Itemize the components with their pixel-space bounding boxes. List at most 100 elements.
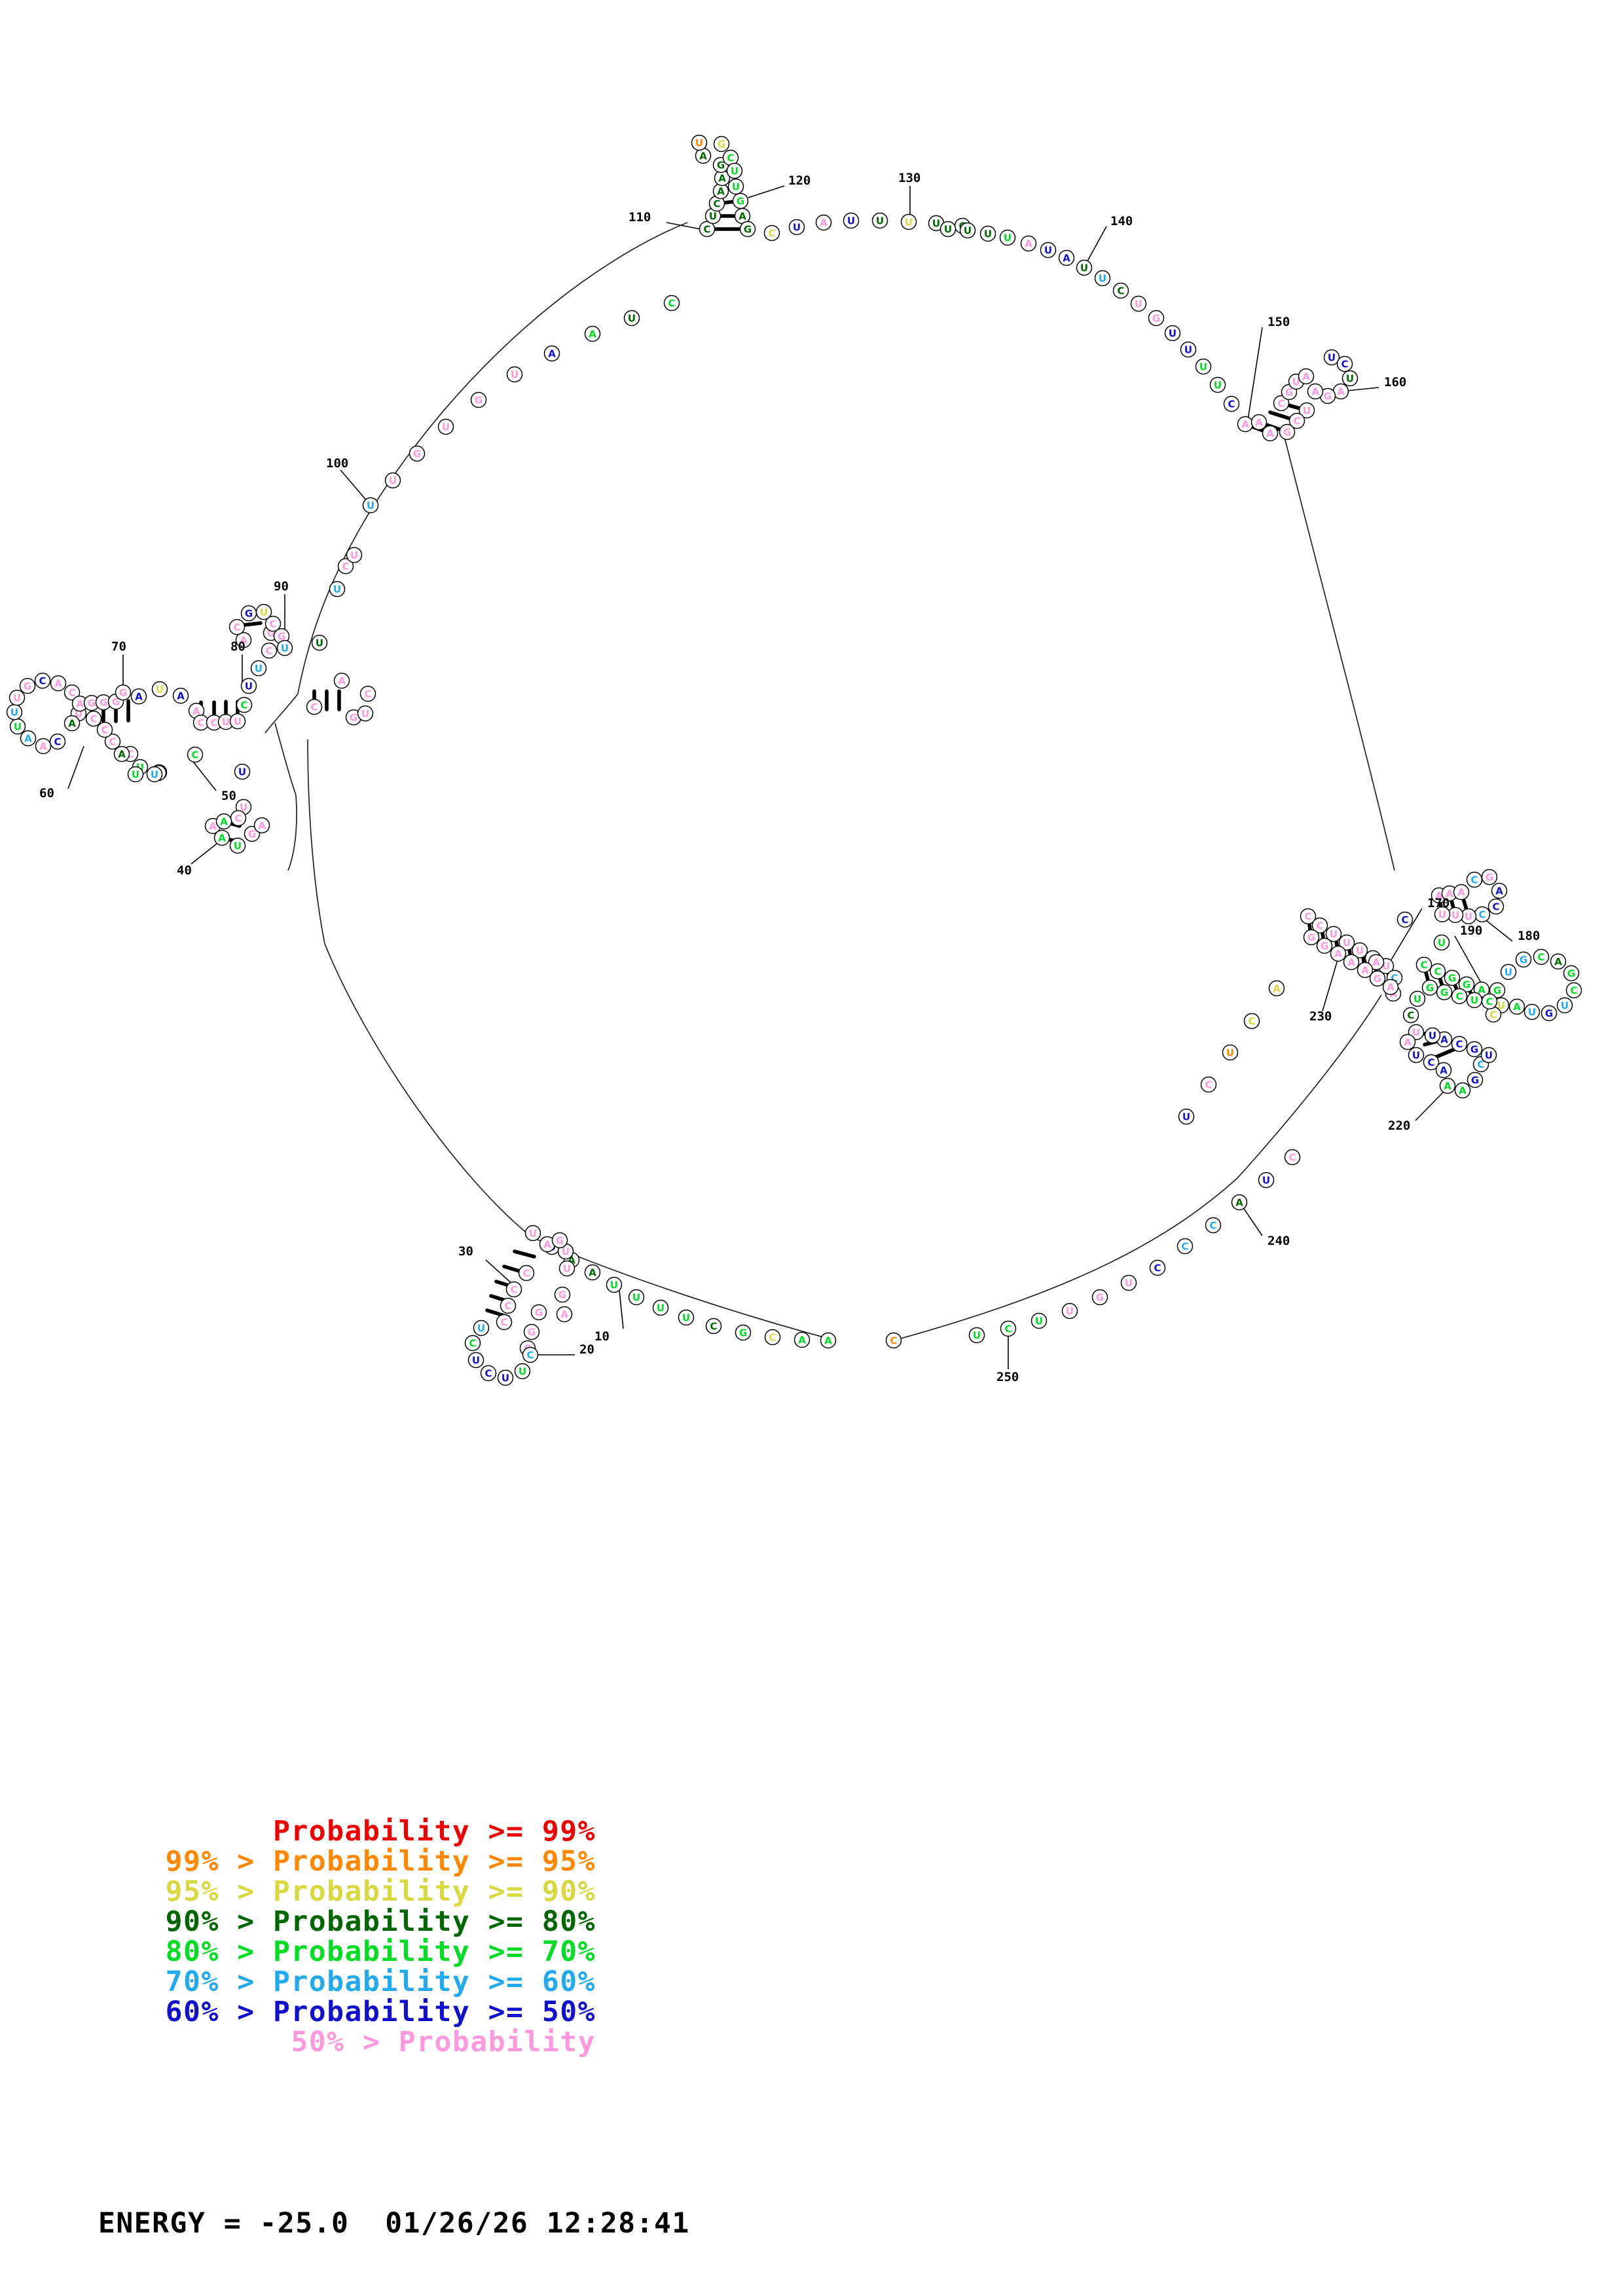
- nucleotide-137: A: [1020, 235, 1037, 252]
- svg-text:U: U: [1292, 376, 1300, 388]
- svg-text:G: G: [1324, 391, 1332, 403]
- svg-text:A: A: [39, 741, 47, 753]
- nucleotide-231: A: [1343, 954, 1360, 971]
- nucleotide-133: U: [939, 221, 957, 238]
- svg-text:C: C: [364, 689, 371, 700]
- nucleotide-1: A: [820, 1332, 837, 1349]
- svg-text:A: A: [1255, 417, 1263, 429]
- nucleotide-159: U: [1341, 370, 1359, 387]
- nucleotide-81: U: [250, 660, 267, 677]
- nucleotide-96: C: [359, 685, 376, 702]
- svg-text:C: C: [1537, 952, 1544, 963]
- svg-text:U: U: [1528, 1007, 1536, 1018]
- nucleotide-237: U: [1222, 1044, 1239, 1061]
- nucleotide-158: C: [1336, 355, 1353, 372]
- svg-text:C: C: [500, 1317, 507, 1329]
- svg-text:U: U: [13, 692, 21, 704]
- svg-text:C: C: [210, 717, 217, 729]
- nucleotide-26: U: [473, 1319, 490, 1336]
- svg-text:G: G: [1486, 872, 1493, 884]
- svg-text:G: G: [1096, 1292, 1104, 1304]
- svg-text:G: G: [1440, 987, 1448, 999]
- nucleotide-39: U: [229, 837, 246, 854]
- nucleotide-10: A: [584, 1264, 601, 1281]
- svg-text:U: U: [1262, 1175, 1270, 1187]
- legend-row: 80% > Probability >= 70%: [165, 1935, 596, 1968]
- nucleotide-119: C: [722, 149, 739, 166]
- nucleotide-160: A: [1332, 383, 1349, 400]
- svg-text:G: G: [1321, 941, 1328, 952]
- nucleotide-40: G: [244, 825, 261, 842]
- svg-text:U: U: [519, 1366, 526, 1378]
- svg-text:U: U: [245, 681, 253, 692]
- nucleotide-151: A: [1250, 414, 1267, 431]
- svg-text:U: U: [1135, 298, 1142, 310]
- svg-text:U: U: [1485, 1050, 1493, 1062]
- svg-text:C: C: [39, 675, 46, 687]
- nucleotide-118: G: [713, 135, 730, 152]
- svg-text:G: G: [350, 712, 357, 724]
- position-label-170: 170: [1427, 896, 1450, 910]
- nucleotide-201: G: [1541, 1005, 1558, 1022]
- svg-text:C: C: [1277, 398, 1285, 410]
- svg-text:U: U: [361, 708, 369, 720]
- svg-text:U: U: [944, 224, 952, 236]
- nucleotide-136: U: [999, 229, 1016, 246]
- nucleotide-74: A: [188, 702, 205, 719]
- svg-text:G: G: [475, 395, 483, 406]
- svg-text:A: A: [718, 173, 726, 185]
- nucleotide-78: U: [229, 713, 246, 730]
- nucleotide-199: C: [1565, 982, 1582, 999]
- nucleotide-18: G: [523, 1323, 540, 1340]
- svg-text:C: C: [1209, 1220, 1216, 1232]
- svg-text:G: G: [1493, 985, 1501, 997]
- svg-text:U: U: [964, 225, 972, 237]
- nucleotide-214: A: [1399, 1033, 1416, 1050]
- svg-text:A: A: [1025, 238, 1032, 250]
- nucleotide-49: U: [127, 766, 144, 783]
- nucleotide-166: C: [1300, 908, 1317, 925]
- svg-text:C: C: [768, 228, 775, 240]
- nucleotide-88: C: [264, 615, 282, 632]
- nucleotide-184: U: [1460, 908, 1477, 925]
- nucleotide-234: A: [1382, 978, 1399, 996]
- svg-text:C: C: [710, 1321, 717, 1333]
- nucleotide-73: A: [172, 687, 189, 704]
- nucleotide-152: A: [1262, 425, 1279, 442]
- legend-row: 50% > Probability: [291, 2026, 596, 2058]
- svg-text:C: C: [1181, 1241, 1188, 1253]
- nucleotide-72: U: [151, 681, 168, 698]
- nucleotide-101: U: [384, 472, 401, 489]
- svg-text:C: C: [269, 619, 276, 630]
- nucleotide-210: G: [1421, 979, 1438, 996]
- svg-text:C: C: [1205, 1079, 1212, 1091]
- nucleotide-156: A: [1298, 368, 1315, 385]
- svg-text:U: U: [562, 1246, 570, 1258]
- svg-text:G: G: [737, 196, 744, 207]
- svg-text:U: U: [501, 1372, 509, 1384]
- nucleotide-100: U: [362, 497, 379, 514]
- svg-text:U: U: [732, 181, 740, 193]
- svg-text:U: U: [1438, 937, 1446, 949]
- svg-text:C: C: [1455, 1039, 1463, 1050]
- nucleotide-28: C: [500, 1297, 517, 1314]
- svg-text:G: G: [245, 608, 253, 620]
- svg-text:A: A: [1302, 371, 1310, 383]
- nucleotide-188: C: [1415, 956, 1432, 973]
- nucleotide-90: U: [276, 639, 293, 656]
- svg-text:C: C: [769, 1332, 776, 1344]
- svg-text:G: G: [1567, 968, 1575, 980]
- position-label-160: 160: [1384, 375, 1406, 389]
- svg-text:A: A: [820, 217, 828, 229]
- nucleotide-127: A: [815, 214, 832, 231]
- svg-text:U: U: [14, 721, 22, 733]
- legend-row: Probability >= 99%: [273, 1815, 596, 1848]
- svg-text:U: U: [238, 766, 246, 778]
- svg-text:U: U: [682, 1312, 690, 1324]
- svg-text:C: C: [713, 198, 720, 210]
- svg-text:U: U: [1044, 245, 1052, 257]
- svg-text:G: G: [556, 1235, 564, 1247]
- svg-text:C: C: [1489, 1009, 1497, 1021]
- nucleotide-2: A: [793, 1331, 811, 1348]
